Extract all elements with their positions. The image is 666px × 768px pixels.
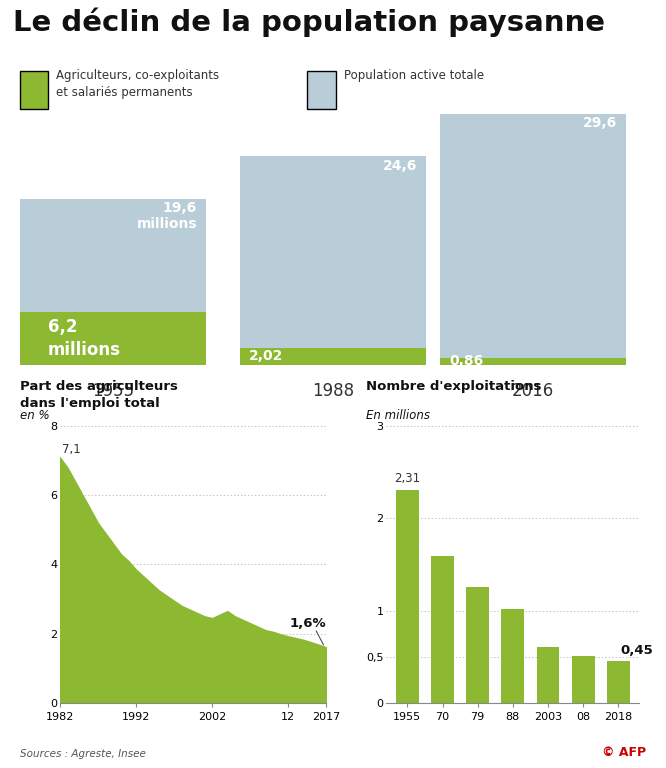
Text: En millions: En millions bbox=[366, 409, 430, 422]
Bar bbox=[537, 647, 559, 703]
Text: 2016: 2016 bbox=[511, 382, 554, 400]
Text: Le déclin de la population paysanne: Le déclin de la population paysanne bbox=[13, 8, 605, 37]
Text: 1988: 1988 bbox=[312, 382, 354, 400]
Bar bbox=[240, 348, 426, 365]
Text: 2,02: 2,02 bbox=[249, 349, 284, 363]
Text: 19,6
millions: 19,6 millions bbox=[137, 201, 197, 231]
Bar bbox=[396, 490, 419, 703]
Text: Agriculteurs, co-exploitants
et salariés permanents: Agriculteurs, co-exploitants et salariés… bbox=[56, 69, 219, 99]
Bar bbox=[431, 556, 454, 703]
Bar bbox=[440, 357, 626, 365]
Bar bbox=[571, 656, 595, 703]
Bar bbox=[607, 661, 629, 703]
Text: Part des agriculteurs
dans l'emploi total: Part des agriculteurs dans l'emploi tota… bbox=[20, 380, 178, 410]
Text: 2,31: 2,31 bbox=[394, 472, 420, 485]
Text: 6,2
millions: 6,2 millions bbox=[48, 319, 121, 359]
Text: 29,6: 29,6 bbox=[583, 116, 617, 130]
Bar bbox=[501, 609, 524, 703]
Text: 0,86: 0,86 bbox=[449, 354, 483, 368]
Bar bbox=[20, 198, 206, 365]
Text: 0,45: 0,45 bbox=[620, 644, 653, 657]
Bar bbox=[240, 156, 426, 365]
Text: 7,1: 7,1 bbox=[62, 442, 81, 455]
Text: en %: en % bbox=[20, 409, 49, 422]
Text: 1,6%: 1,6% bbox=[290, 617, 326, 630]
Text: © AFP: © AFP bbox=[602, 746, 646, 759]
Text: Nombre d'exploitations: Nombre d'exploitations bbox=[366, 380, 542, 393]
Text: 1955: 1955 bbox=[92, 382, 135, 400]
Text: 24,6: 24,6 bbox=[382, 159, 417, 173]
FancyBboxPatch shape bbox=[308, 71, 336, 109]
Text: Sources : Agreste, Insee: Sources : Agreste, Insee bbox=[20, 749, 146, 759]
Text: Population active totale: Population active totale bbox=[344, 69, 484, 82]
Bar bbox=[466, 587, 489, 703]
Bar bbox=[20, 313, 206, 365]
FancyBboxPatch shape bbox=[20, 71, 49, 109]
